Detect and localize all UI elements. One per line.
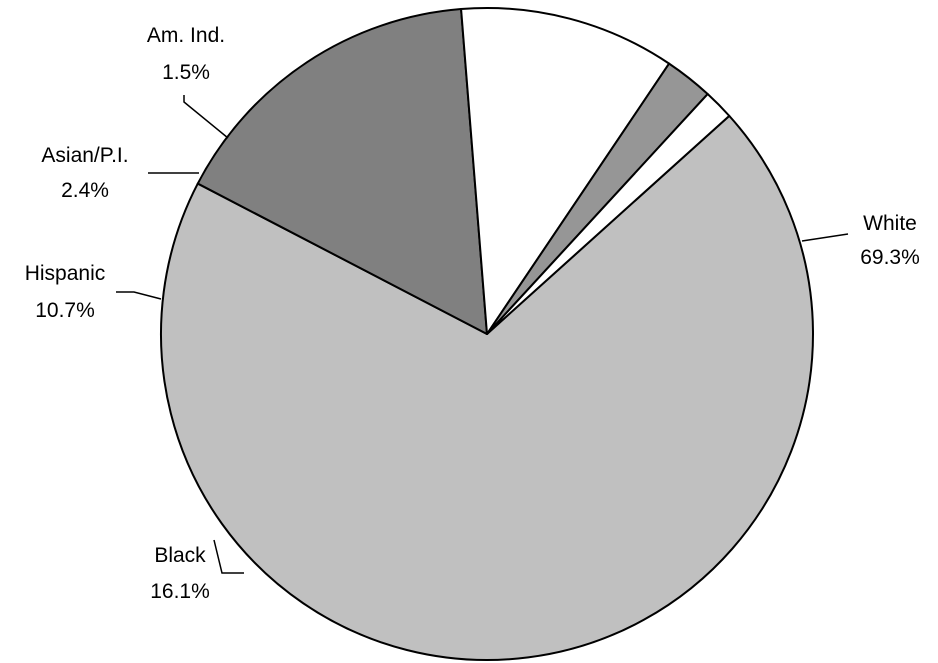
pie-slice-hispanic [460, 7, 671, 335]
leader-line-black [213, 539, 244, 574]
pie-slice-black [196, 8, 488, 335]
slice-label-black: Black [154, 544, 206, 567]
slice-label-white: White [863, 212, 917, 235]
slice-value-black: 16.1% [150, 580, 210, 603]
slice-label-hispanic: Hispanic [25, 262, 106, 285]
leader-line-am-ind [183, 95, 229, 139]
slice-value-hispanic: 10.7% [35, 299, 95, 322]
pie-slice-am-ind [486, 93, 731, 335]
slice-label-asian-p-i: Asian/P.I. [41, 144, 128, 167]
slice-value-asian-p-i: 2.4% [61, 179, 109, 202]
slice-value-am-ind: 1.5% [162, 61, 210, 84]
slice-label-am-ind: Am. Ind. [147, 24, 225, 47]
pie-slice-white [160, 114, 815, 661]
leader-line-hispanic [116, 291, 162, 300]
leader-line-white [801, 233, 849, 242]
slice-value-white: 69.3% [860, 246, 920, 269]
